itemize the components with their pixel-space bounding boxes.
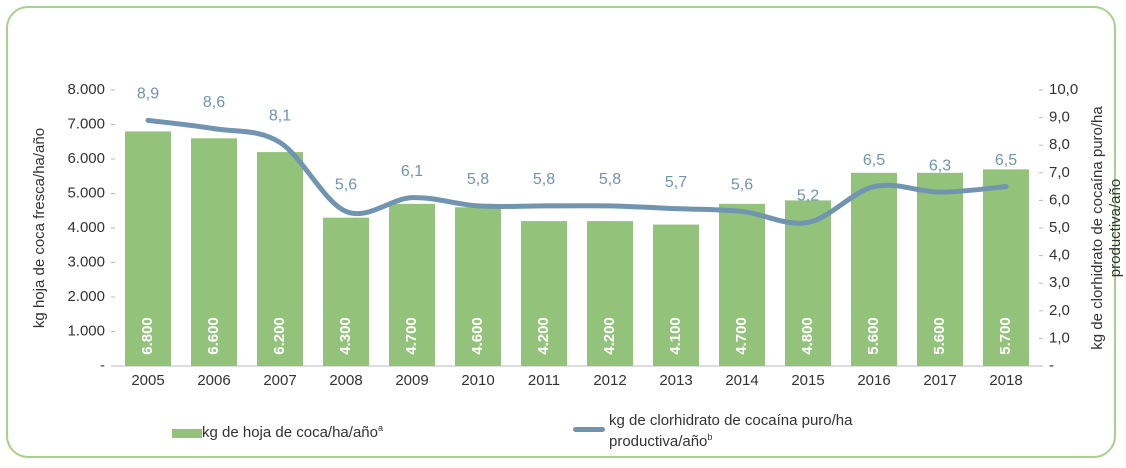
x-tick-label: 2015	[791, 372, 824, 389]
line-value-label: 5,8	[533, 171, 555, 188]
y2-tick-label: 6,0	[1049, 191, 1070, 208]
bar-value-label: 5.700	[997, 317, 1014, 355]
line-value-label: 5,8	[467, 171, 489, 188]
bar	[125, 131, 171, 366]
y2-tick-label: 1,0	[1049, 329, 1070, 346]
bar-value-label: 6.800	[139, 317, 156, 355]
line-value-label: 6,3	[929, 157, 951, 174]
line-value-label: 8,1	[269, 108, 291, 125]
bar-value-label: 4.700	[403, 317, 420, 355]
x-tick-label: 2008	[329, 372, 362, 389]
line-value-label: 6,5	[863, 152, 885, 169]
bar	[257, 152, 303, 366]
line-value-label: 5,8	[599, 171, 621, 188]
bar-value-label: 4.200	[601, 317, 618, 355]
bar	[653, 224, 699, 366]
x-tick-label: 2010	[461, 372, 494, 389]
y2-tick-label: -	[1049, 357, 1054, 374]
frame	[6, 6, 1116, 458]
y-axis-label: kg hoja de coca fresca/ha/año	[31, 128, 48, 328]
y-tick-label: 4.000	[67, 219, 105, 236]
bar	[785, 200, 831, 366]
legend-swatch	[172, 428, 202, 438]
bar-value-label: 5.600	[931, 317, 948, 355]
bar	[587, 221, 633, 366]
x-tick-label: 2007	[263, 372, 296, 389]
x-tick-label: 2018	[989, 372, 1022, 389]
bar-value-label: 4.700	[733, 317, 750, 355]
y-tick-label: 8.000	[67, 81, 105, 98]
y-tick-label: 3.000	[67, 253, 105, 270]
y-tick-label: 6.000	[67, 150, 105, 167]
bar-value-label: 4.300	[337, 317, 354, 355]
y-tick-label: 5.000	[67, 184, 105, 201]
bar	[389, 203, 435, 366]
bar	[191, 138, 237, 366]
line-value-label: 5,7	[665, 174, 687, 191]
bar-value-label: 4.200	[535, 317, 552, 355]
bar	[917, 172, 963, 366]
legend-note: b	[707, 432, 713, 442]
bar-value-label: 6.600	[205, 317, 222, 355]
bar-value-label: 5.600	[865, 317, 882, 355]
line-value-label: 5,2	[797, 188, 819, 205]
bar	[521, 221, 567, 366]
bar-value-label: 4.100	[667, 317, 684, 355]
y2-tick-label: 5,0	[1049, 219, 1070, 236]
x-tick-label: 2009	[395, 372, 428, 389]
x-tick-label: 2014	[725, 372, 758, 389]
y2-tick-label: 3,0	[1049, 274, 1070, 291]
y2-tick-label: 8,0	[1049, 136, 1070, 153]
bar-value-label: 4.800	[799, 317, 816, 355]
legend-label: kg de clorhidrato de cocaína puro/ha pro…	[609, 412, 853, 450]
legend-line: kg de clorhidrato de cocaína puro/ha pro…	[573, 412, 929, 450]
line-value-label: 5,6	[335, 177, 357, 194]
y-tick-label: 7.000	[67, 115, 105, 132]
y2-tick-label: 7,0	[1049, 164, 1070, 181]
y2-tick-label: 4,0	[1049, 247, 1070, 264]
legend-bar: kg de hoja de coca/ha/añoa	[172, 420, 383, 441]
line-value-label: 8,6	[203, 94, 225, 111]
line-value-label: 6,1	[401, 163, 423, 180]
bar-value-label: 6.200	[271, 317, 288, 355]
x-tick-label: 2016	[857, 372, 890, 389]
x-tick-label: 2011	[528, 372, 560, 389]
y-tick-label: -	[100, 357, 105, 374]
y2-axis-label: kg de clorhidrato de cocaína puro/ha	[1089, 106, 1106, 350]
bar	[851, 172, 897, 366]
y2-tick-label: 2,0	[1049, 302, 1070, 319]
x-tick-label: 2005	[131, 372, 164, 389]
bar	[719, 203, 765, 366]
line	[145, 117, 1009, 226]
legend-note: a	[377, 423, 383, 433]
y2-tick-label: 10,0	[1049, 81, 1078, 98]
y2-tick-label: 9,0	[1049, 109, 1070, 126]
line-value-label: 6,5	[995, 152, 1017, 169]
bar-value-label: 4.600	[469, 317, 486, 355]
legend-label: kg de hoja de coca/ha/año	[202, 424, 378, 441]
y-tick-label: 1.000	[67, 322, 105, 339]
x-tick-label: 2006	[197, 372, 230, 389]
bar	[455, 207, 501, 366]
x-tick-label: 2013	[659, 372, 692, 389]
x-tick-label: 2012	[593, 372, 626, 389]
legend-swatch	[573, 427, 605, 432]
bar	[983, 169, 1029, 366]
y-tick-label: 2.000	[67, 288, 105, 305]
line-value-label: 5,6	[731, 177, 753, 194]
bar	[323, 217, 369, 366]
y2-axis-label: productiva/año	[1107, 179, 1124, 277]
line-value-label: 8,9	[137, 86, 159, 103]
x-tick-label: 2017	[923, 372, 956, 389]
